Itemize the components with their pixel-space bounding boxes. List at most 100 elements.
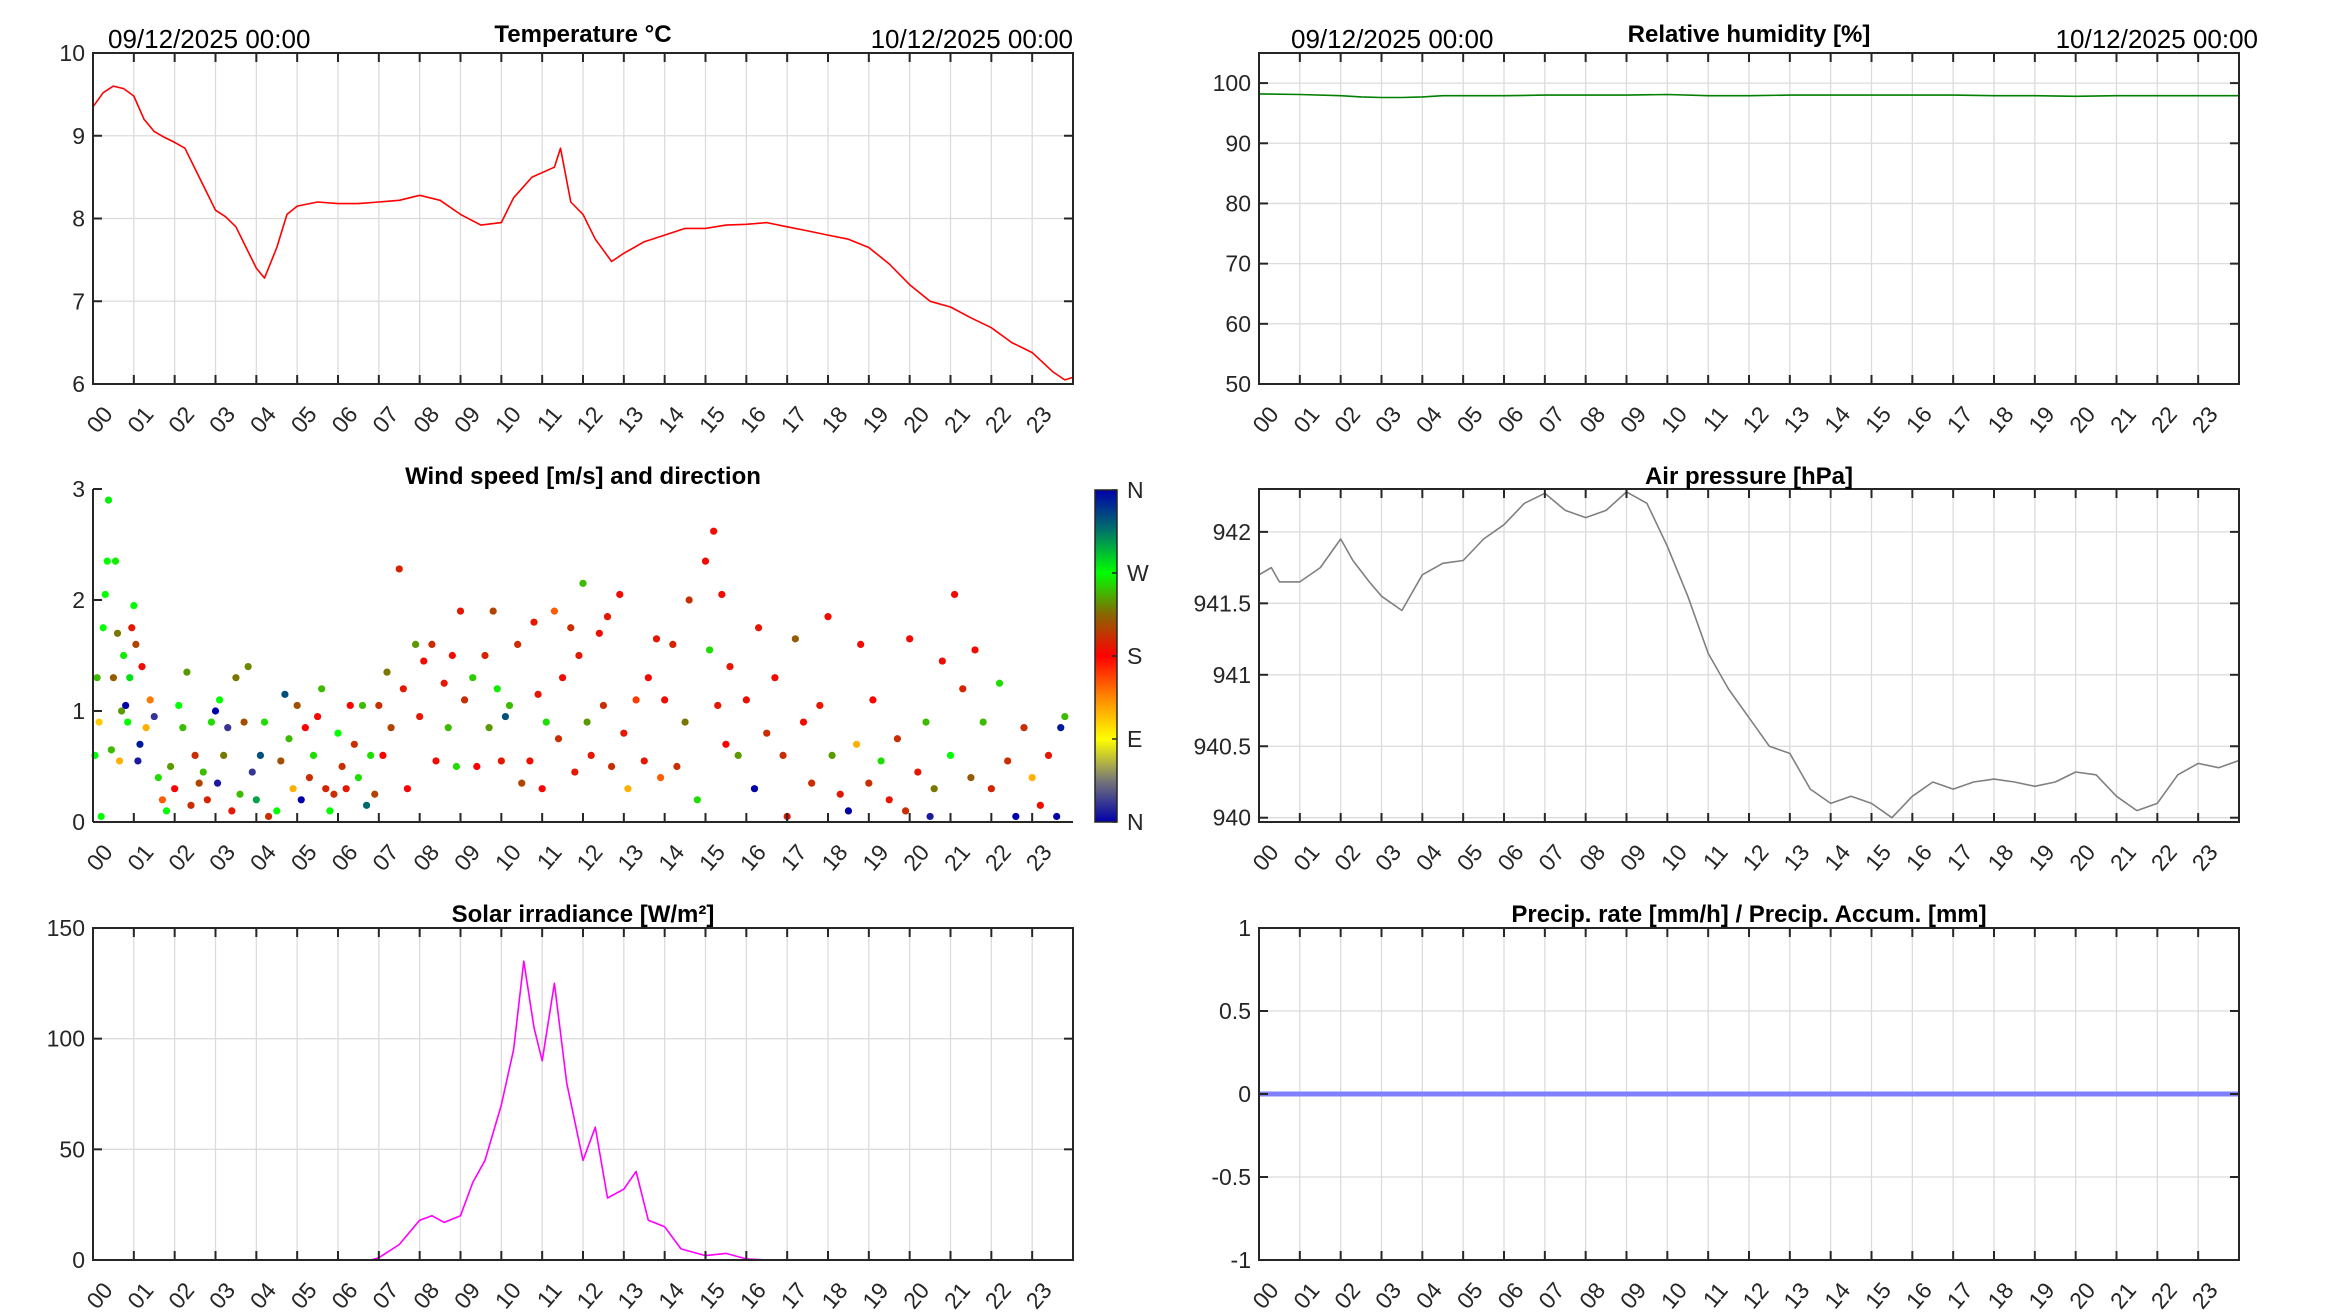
wind-point bbox=[111, 557, 120, 565]
solar-series-line bbox=[93, 960, 1073, 1261]
temperature-chart: 00 01 02 03 04 05 06 07 08 09 10 11 12 13 14 15 16 17 18 19… bbox=[59, 21, 1074, 438]
colorbar-label-e: E bbox=[1127, 726, 1142, 752]
x-tick-label-06: 06 bbox=[326, 1277, 362, 1313]
wind-point bbox=[175, 701, 183, 710]
pressure-chart: 00 01 02 03 04 05 06 07 08 09 10 11 12 13 14 15 16 17 18 19… bbox=[1193, 463, 2240, 876]
x-tick-label-20: 20 bbox=[898, 839, 934, 875]
wind-point bbox=[926, 812, 934, 821]
wind-point bbox=[240, 718, 248, 726]
x-tick-label-01: 01 bbox=[1288, 839, 1324, 875]
y-tick-label: 50 bbox=[1225, 371, 1251, 397]
solar-chart: 00 01 02 03 04 05 06 07 08 09 10 11 12 13 14 15 16 17 18 19… bbox=[47, 901, 1074, 1313]
x-tick-label-01: 01 bbox=[122, 839, 158, 875]
wind-point bbox=[103, 557, 111, 565]
x-tick-label-05: 05 bbox=[1451, 1277, 1487, 1313]
x-tick-label-12: 12 bbox=[1737, 839, 1773, 875]
x-tick-label-20: 20 bbox=[2064, 1277, 2100, 1313]
x-tick-label-01: 01 bbox=[1288, 1277, 1324, 1313]
wind-point bbox=[624, 785, 632, 793]
y-tick-label: 50 bbox=[59, 1136, 85, 1162]
x-tick-label-03: 03 bbox=[1370, 1277, 1406, 1313]
colorbar-label-s: S bbox=[1127, 643, 1142, 669]
x-tick-label-14: 14 bbox=[1819, 839, 1855, 875]
x-tick-label-22: 22 bbox=[980, 401, 1016, 437]
x-tick-label-08: 08 bbox=[1574, 401, 1610, 437]
x-tick-label-20: 20 bbox=[2064, 401, 2100, 437]
wind-point bbox=[367, 751, 375, 760]
x-tick-label-14: 14 bbox=[1819, 401, 1855, 437]
wind-point bbox=[313, 712, 322, 721]
wind-point bbox=[244, 663, 252, 671]
wind-point bbox=[199, 768, 207, 776]
wind-point bbox=[285, 735, 293, 743]
wind-point bbox=[836, 790, 844, 798]
x-tick-label-21: 21 bbox=[2105, 401, 2141, 437]
wind-point bbox=[816, 701, 824, 710]
wind-point bbox=[550, 607, 559, 615]
x-tick-label-13: 13 bbox=[612, 1277, 648, 1313]
wind-point bbox=[403, 785, 412, 793]
wind-point bbox=[930, 785, 938, 793]
wind-point bbox=[701, 557, 710, 565]
x-tick-label-22: 22 bbox=[980, 1277, 1016, 1313]
wind-point bbox=[322, 785, 330, 793]
x-tick-label-23: 23 bbox=[2186, 401, 2222, 437]
x-tick-label-22: 22 bbox=[980, 839, 1016, 875]
y-tick-label: 941 bbox=[1213, 662, 1251, 688]
wind-point bbox=[750, 785, 759, 793]
x-tick-label-16: 16 bbox=[735, 839, 771, 875]
pressure-series-line bbox=[1258, 491, 2240, 819]
x-tick-label-07: 07 bbox=[1533, 1277, 1569, 1313]
wind-point bbox=[371, 790, 379, 798]
wind-point bbox=[130, 601, 138, 610]
x-tick-label-17: 17 bbox=[1941, 839, 1977, 875]
wind-point bbox=[852, 740, 861, 748]
wind-chart-title: Wind speed [m/s] and direction bbox=[405, 463, 761, 490]
wind-point bbox=[354, 774, 363, 782]
x-tick-label-00: 00 bbox=[81, 839, 117, 875]
wind-point bbox=[505, 701, 514, 710]
x-tick-label-10: 10 bbox=[1656, 1277, 1692, 1313]
wind-point bbox=[420, 657, 428, 665]
y-tick-label: 0 bbox=[72, 1247, 85, 1273]
x-tick-label-07: 07 bbox=[367, 839, 403, 875]
x-tick-label-13: 13 bbox=[1778, 839, 1814, 875]
x-tick-label-00: 00 bbox=[81, 1277, 117, 1313]
x-tick-label-01: 01 bbox=[122, 1277, 158, 1313]
wind-point bbox=[256, 751, 265, 760]
wind-point bbox=[162, 807, 171, 815]
wind-point bbox=[146, 696, 154, 704]
wind-point bbox=[277, 757, 285, 765]
x-tick-label-20: 20 bbox=[2064, 839, 2100, 875]
y-tick-label: 9 bbox=[72, 123, 85, 149]
wind-point bbox=[440, 679, 448, 687]
x-tick-label-15: 15 bbox=[694, 401, 730, 437]
x-tick-label-15: 15 bbox=[694, 1277, 730, 1313]
x-tick-label-15: 15 bbox=[1860, 1277, 1896, 1313]
wind-point bbox=[791, 635, 799, 643]
x-tick-label-19: 19 bbox=[2023, 1277, 2059, 1313]
x-tick-label-03: 03 bbox=[1370, 401, 1406, 437]
wind-point bbox=[134, 757, 142, 765]
wind-point bbox=[109, 674, 118, 682]
wind-point bbox=[493, 685, 501, 693]
wind-point bbox=[685, 596, 693, 604]
x-tick-label-16: 16 bbox=[1901, 401, 1937, 437]
x-tick-label-10: 10 bbox=[1656, 839, 1692, 875]
wind-point bbox=[97, 812, 105, 821]
x-tick-label-03: 03 bbox=[204, 839, 240, 875]
wind-point bbox=[607, 762, 616, 771]
wind-point bbox=[620, 729, 628, 737]
x-tick-label-11: 11 bbox=[532, 839, 567, 874]
x-tick-label-12: 12 bbox=[571, 401, 607, 437]
x-tick-label-16: 16 bbox=[1901, 1277, 1937, 1313]
x-tick-label-19: 19 bbox=[857, 839, 893, 875]
x-tick-label-18: 18 bbox=[1982, 1277, 2018, 1313]
x-tick-label-04: 04 bbox=[245, 401, 281, 437]
wind-point bbox=[901, 807, 910, 815]
wind-point bbox=[877, 757, 885, 765]
colorbar-label-w: W bbox=[1127, 560, 1149, 586]
wind-point bbox=[514, 640, 522, 649]
wind-point bbox=[101, 590, 109, 599]
